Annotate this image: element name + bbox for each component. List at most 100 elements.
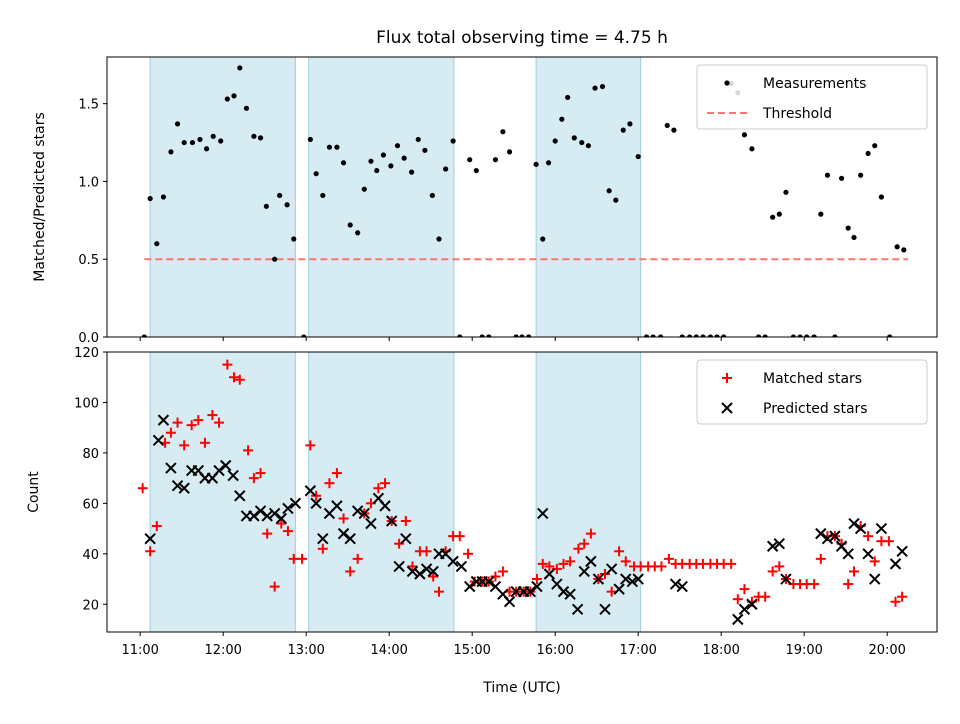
x-b [537, 507, 549, 520]
plot-area [141, 57, 908, 337]
point-measurement [204, 146, 210, 152]
x-b [304, 485, 317, 497]
legend-label: Measurements [763, 76, 866, 92]
point-measurement [374, 167, 380, 174]
point-measurement [301, 334, 307, 337]
point-measurement [347, 222, 353, 228]
point-predicted-star [464, 580, 476, 593]
point-predicted-star [248, 510, 260, 522]
x-b [213, 464, 225, 477]
point-measurement [237, 65, 243, 71]
x-b [275, 512, 288, 525]
x-tick-label: 15:00 [453, 643, 490, 658]
point-matched-star [137, 483, 148, 494]
point-measurement [818, 211, 824, 217]
point-measurement [486, 334, 492, 337]
point-matched-star [531, 574, 542, 585]
point-predicted-star [400, 532, 412, 545]
point-predicted-star [564, 588, 576, 600]
point-measurement [467, 157, 473, 163]
point-measurement [409, 169, 415, 175]
x-b [310, 497, 322, 510]
point-predicted-star [620, 573, 632, 585]
point-matched-star [600, 568, 610, 579]
shaded-interval [149, 57, 296, 337]
x-b [592, 573, 605, 585]
point-measurement [851, 234, 857, 241]
point-measurement [664, 122, 670, 129]
point-matched-star [172, 417, 183, 428]
point-matched-star [497, 566, 508, 577]
x-b [351, 505, 364, 517]
point-predicted-star [219, 459, 232, 472]
point-measurement [872, 143, 878, 149]
y-tick-label: 1.5 [78, 98, 99, 113]
point-measurement [168, 149, 174, 155]
point-predicted-star [331, 500, 343, 512]
point-predicted-star [268, 507, 281, 520]
point-matched-star [434, 586, 444, 597]
point-predicted-star [503, 596, 516, 608]
point-predicted-star [275, 512, 288, 525]
point-predicted-star [178, 482, 190, 494]
point-matched-star [463, 548, 474, 559]
point-matched-star [145, 546, 156, 557]
point-measurement [679, 334, 685, 337]
x-b [165, 462, 177, 474]
point-predicted-star [669, 578, 682, 590]
point-measurement [284, 202, 290, 208]
point-predicted-star [821, 532, 834, 545]
x-tick-label: 17:00 [619, 643, 656, 658]
legend-label: Matched stars [763, 371, 862, 387]
point-measurement [422, 147, 428, 153]
point-measurement [545, 160, 552, 166]
point-predicted-star [605, 563, 618, 575]
point-measurement [181, 139, 187, 146]
legend-marker-measurements [724, 80, 730, 86]
point-measurement [450, 138, 456, 144]
x-b [557, 585, 570, 598]
point-measurement [700, 334, 706, 337]
point-measurement [894, 244, 900, 250]
point-measurement [741, 132, 748, 138]
point-measurement [210, 133, 216, 139]
point-matched-star [585, 528, 596, 539]
point-matched-star [767, 566, 778, 577]
point-predicted-star [592, 573, 605, 585]
x-b [192, 464, 205, 477]
point-matched-star [739, 584, 750, 595]
point-predicted-star [261, 510, 273, 522]
point-measurement [671, 127, 677, 133]
legend-marker-matched-stars [722, 373, 732, 383]
point-predicted-star [585, 555, 597, 568]
point-predicted-star [385, 515, 398, 527]
point-measurement [707, 334, 714, 337]
y-tick-label: 120 [74, 346, 99, 361]
x-b [420, 563, 433, 575]
point-predicted-star [427, 565, 439, 578]
x-b [157, 414, 170, 426]
point-measurement [388, 163, 394, 169]
point-measurement [658, 334, 664, 337]
point-measurement [147, 195, 153, 202]
point-measurement [540, 236, 546, 242]
x-b [721, 402, 733, 414]
point-measurement [901, 247, 907, 253]
point-measurement [776, 211, 782, 217]
x-b [605, 563, 618, 575]
point-measurement [257, 135, 264, 141]
point-predicted-star [483, 575, 495, 588]
point-predicted-star [317, 532, 329, 545]
point-matched-star [305, 440, 316, 451]
point-predicted-star [337, 527, 350, 540]
point-measurement [160, 194, 167, 200]
point-measurement [277, 192, 283, 199]
point-matched-star [883, 536, 894, 547]
x-b [372, 492, 385, 505]
x-b [385, 515, 398, 527]
x-b [447, 555, 459, 568]
point-measurement [526, 334, 532, 337]
point-measurement [361, 186, 367, 192]
point-matched-star [151, 521, 162, 532]
